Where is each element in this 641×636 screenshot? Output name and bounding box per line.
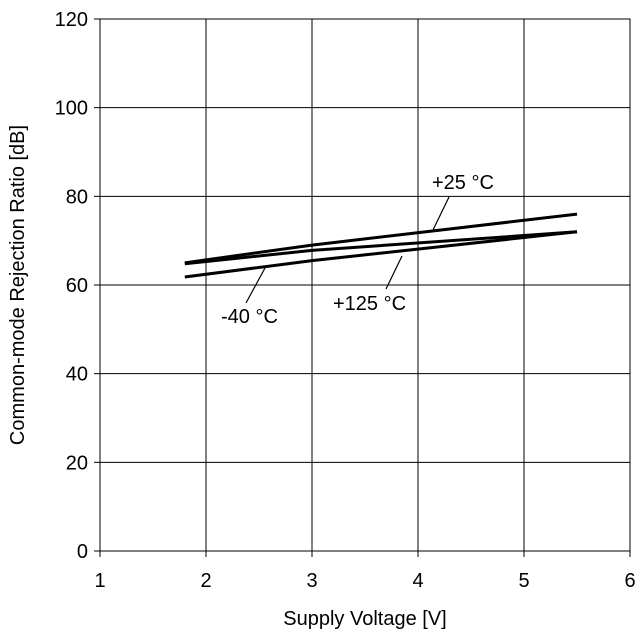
y-tick-label: 100 [55, 98, 88, 120]
y-tick-label: 120 [55, 9, 88, 31]
y-tick-label: 40 [66, 364, 88, 386]
y-tick-label: 0 [77, 541, 88, 563]
y-tick-label: 60 [66, 275, 88, 297]
annotations: +25 °C -40 °C +125 °C [221, 172, 494, 328]
x-tick-label: 4 [412, 570, 423, 592]
x-tick-label: 6 [624, 570, 635, 592]
series-label-1: +25 °C [432, 172, 494, 194]
series-label-3: +125 °C [333, 293, 406, 315]
series-label-2: -40 °C [221, 306, 278, 328]
series-lines [185, 214, 577, 277]
y-tick-label: 80 [66, 186, 88, 208]
y-axis-title: Common-mode Rejection Ratio [dB] [7, 125, 29, 445]
y-tick-label: 20 [66, 452, 88, 474]
x-axis-title: Supply Voltage [V] [283, 608, 446, 630]
x-tick-label: 2 [200, 570, 211, 592]
leader-line-1 [433, 197, 449, 230]
grid [94, 19, 630, 557]
x-tick-label: 5 [518, 570, 529, 592]
leader-line-3 [386, 256, 402, 289]
x-tick-label: 1 [94, 570, 105, 592]
x-tick-label: 3 [306, 570, 317, 592]
